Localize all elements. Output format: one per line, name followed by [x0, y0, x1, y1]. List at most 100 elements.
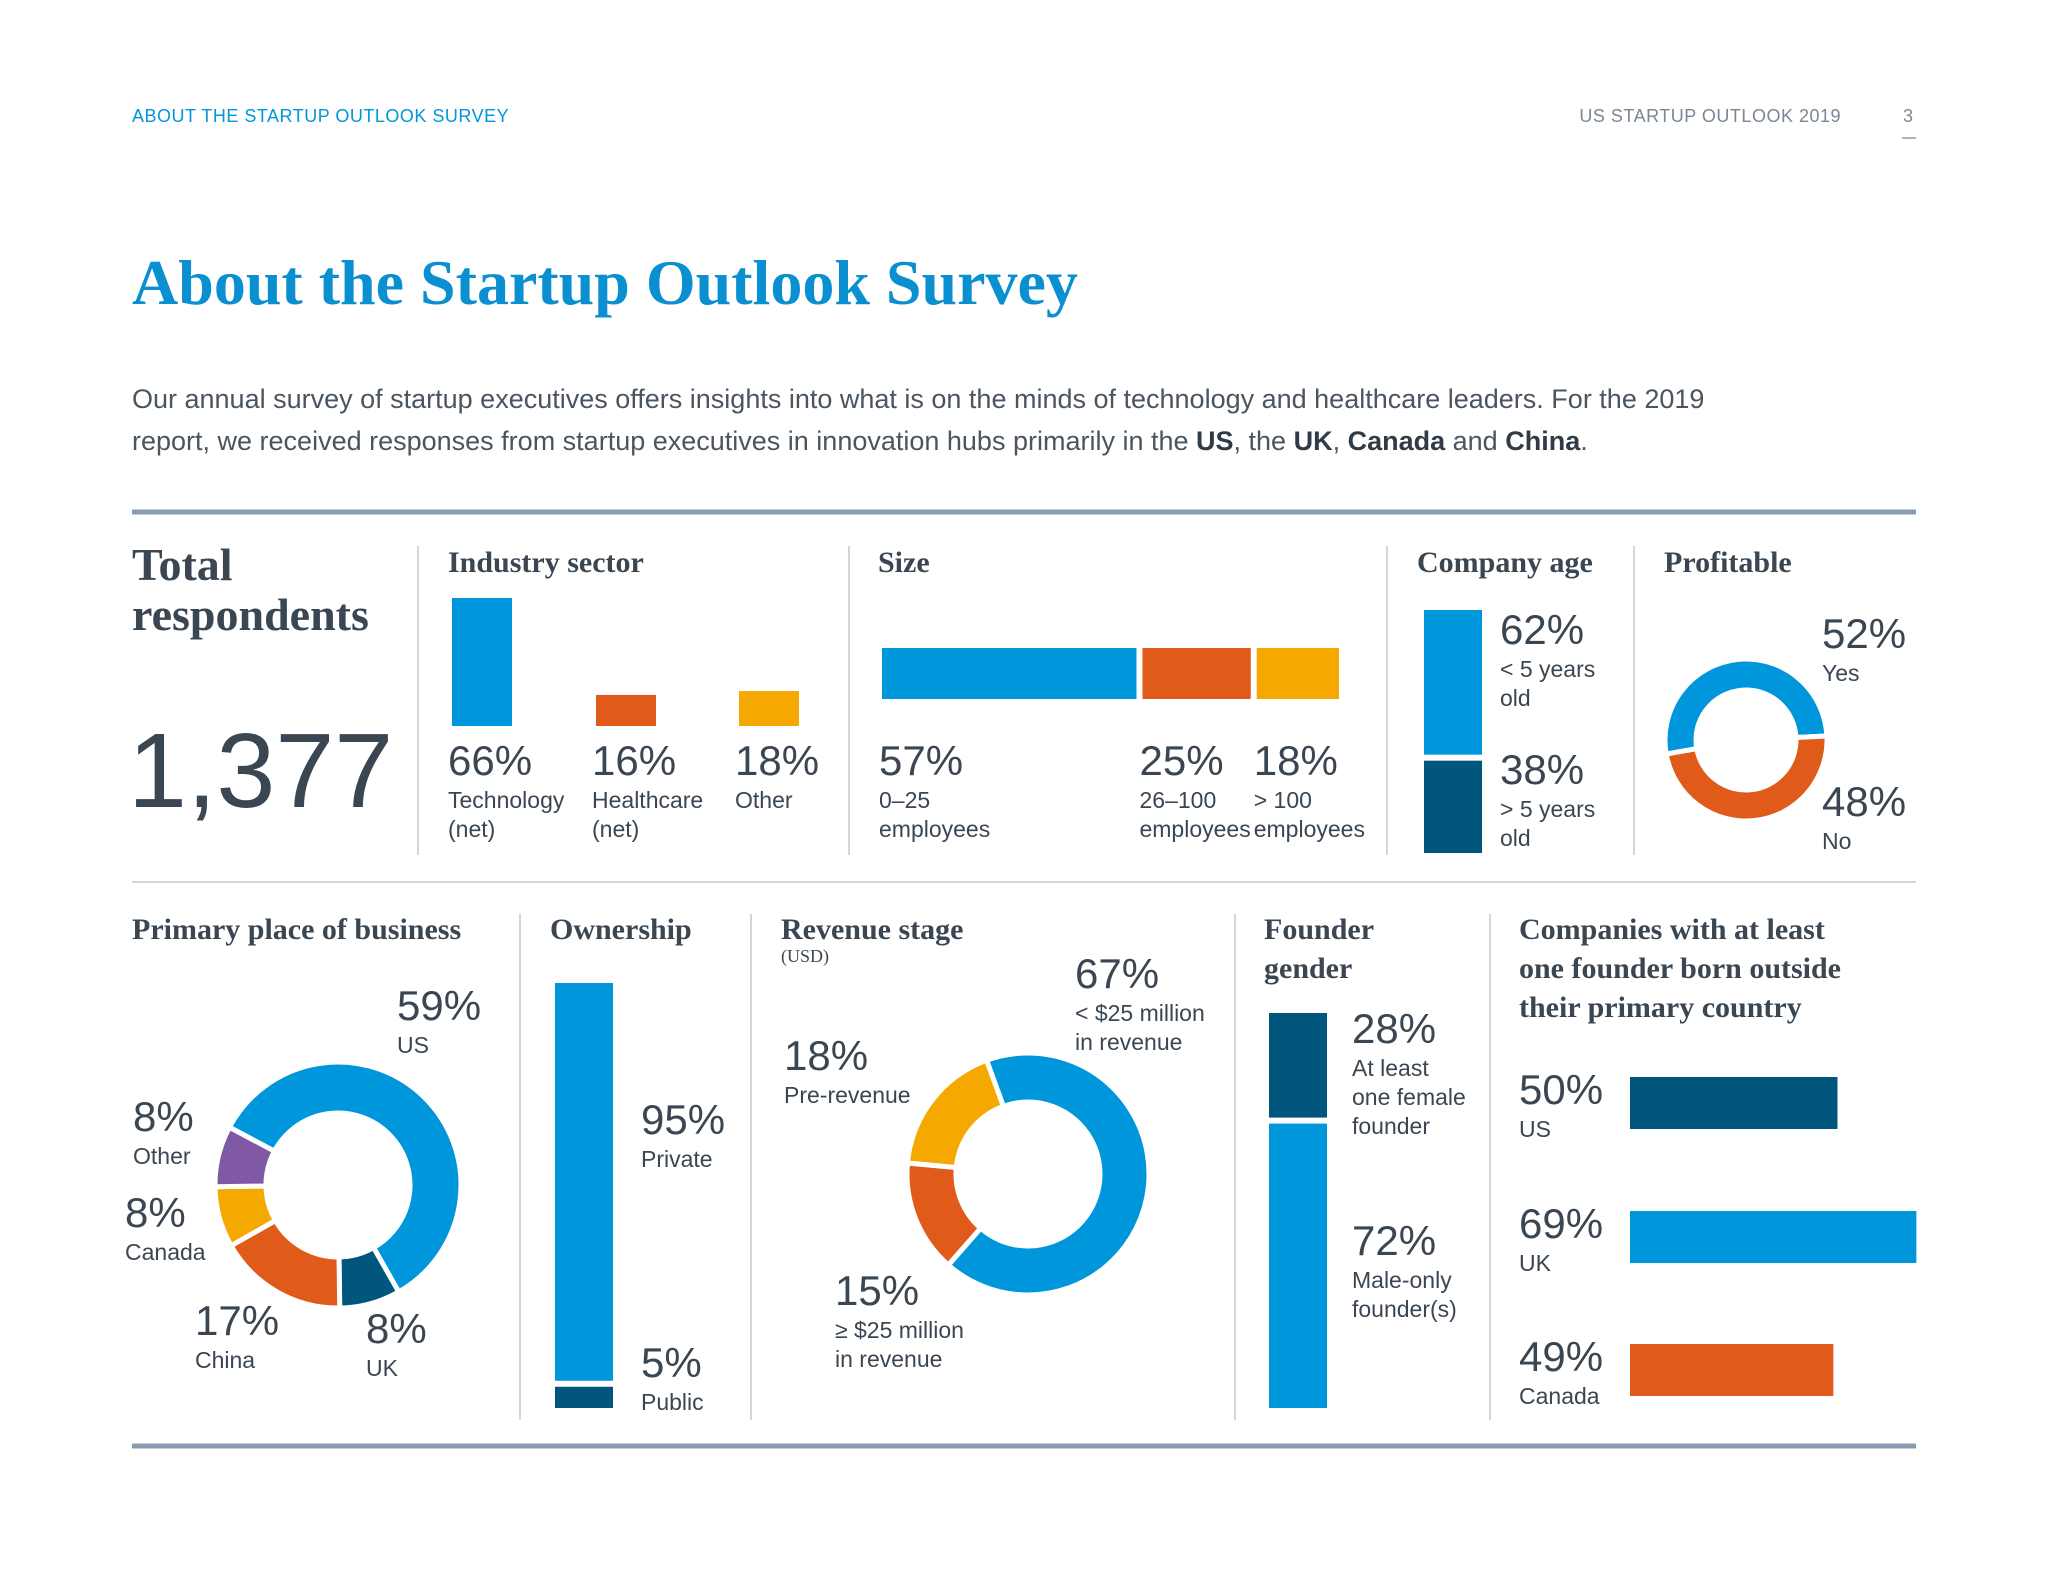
- category-label: Yes: [1822, 660, 1860, 686]
- value-label: 72%: [1352, 1217, 1437, 1264]
- chart-title: Companies with at least one founder born…: [1519, 913, 1842, 1024]
- value-label: 67%: [1075, 950, 1160, 997]
- category-label: No: [1822, 828, 1852, 854]
- bar-segment: [1269, 1123, 1327, 1408]
- value-label: 95%: [641, 1096, 726, 1143]
- donut-slice: [1662, 656, 1830, 757]
- value-label: 18%: [1253, 737, 1338, 784]
- total-title: Total respondents: [132, 539, 369, 640]
- total-value: 1,377: [128, 712, 394, 830]
- value-label: 5%: [641, 1339, 702, 1386]
- intro-text: .: [1580, 426, 1588, 456]
- category-label: Canada: [125, 1239, 206, 1265]
- chart-title: Ownership: [550, 913, 692, 946]
- value-label: 62%: [1500, 606, 1585, 653]
- value-label: 17%: [195, 1297, 280, 1344]
- bar-segment: [1424, 610, 1482, 755]
- chart-title: Founder gender: [1264, 913, 1374, 985]
- bar: [739, 691, 799, 726]
- category-label: Pre-revenue: [784, 1082, 911, 1108]
- value-label: 59%: [397, 982, 482, 1029]
- bar: [1630, 1077, 1838, 1129]
- header-left: ABOUT THE STARTUP OUTLOOK SURVEY: [132, 106, 510, 126]
- value-label: 8%: [125, 1189, 186, 1236]
- chart-title: Revenue stage: [781, 913, 964, 946]
- value-label: 49%: [1519, 1333, 1604, 1380]
- donut-slice: [1663, 733, 1830, 824]
- intro-text: Canada: [1347, 426, 1446, 456]
- donut-slice: [944, 1050, 1152, 1298]
- bar: [1630, 1344, 1834, 1396]
- value-label: 25%: [1139, 737, 1224, 784]
- value-label: 28%: [1352, 1005, 1437, 1052]
- value-label: 57%: [879, 737, 964, 784]
- donut-slice: [212, 1123, 278, 1190]
- category-label: At least one female founder: [1352, 1055, 1466, 1139]
- intro-text: US: [1196, 426, 1234, 456]
- value-label: 8%: [133, 1093, 194, 1140]
- value-label: 16%: [592, 737, 677, 784]
- intro-text: and: [1445, 426, 1506, 456]
- intro-text: UK: [1293, 426, 1333, 456]
- value-label: 48%: [1822, 778, 1907, 825]
- bar: [1630, 1211, 1917, 1263]
- value-label: 15%: [835, 1267, 920, 1314]
- category-label: Healthcare (net): [592, 787, 704, 842]
- category-label: US: [397, 1032, 429, 1058]
- intro-text: ,: [1332, 426, 1348, 456]
- bar-segment: [555, 983, 613, 1381]
- category-label: Public: [641, 1389, 704, 1415]
- category-label: Male-only founder(s): [1352, 1267, 1457, 1322]
- bar-segment: [1256, 648, 1339, 699]
- donut-slice: [904, 1057, 1007, 1171]
- value-label: 38%: [1500, 746, 1585, 793]
- category-label: < $25 million in revenue: [1075, 1000, 1205, 1055]
- value-label: 66%: [448, 737, 533, 784]
- category-label: < 5 years old: [1500, 656, 1596, 711]
- category-label: US: [1519, 1116, 1551, 1142]
- chart-subtitle: (USD): [781, 946, 829, 966]
- intro: Our annual survey of startup executives …: [132, 378, 1742, 462]
- value-label: 69%: [1519, 1200, 1604, 1247]
- category-label: UK: [366, 1355, 398, 1381]
- intro-text: China: [1505, 426, 1581, 456]
- chart-title: Industry sector: [448, 546, 644, 579]
- bar-segment: [555, 1386, 613, 1408]
- chart-title: Profitable: [1664, 546, 1792, 579]
- header-right: US STARTUP OUTLOOK 2019: [1579, 106, 1841, 126]
- chart-title: Company age: [1417, 546, 1593, 579]
- category-label: 0–25 employees: [879, 787, 991, 842]
- page-title: About the Startup Outlook Survey: [132, 247, 1078, 318]
- category-label: 26–100 employees: [1139, 787, 1251, 842]
- bar-segment: [1269, 1013, 1327, 1118]
- intro-text: , the: [1233, 426, 1294, 456]
- value-label: 18%: [735, 737, 820, 784]
- intro-text: Our annual survey of startup executives …: [132, 384, 1705, 456]
- bar-segment: [882, 648, 1137, 699]
- bar: [596, 694, 656, 726]
- bar: [452, 597, 512, 726]
- category-label: Canada: [1519, 1383, 1600, 1409]
- chart-title: Primary place of business: [132, 913, 462, 946]
- value-label: 50%: [1519, 1066, 1604, 1113]
- value-label: 8%: [366, 1305, 427, 1352]
- page-number: 3: [1903, 106, 1914, 126]
- category-label: > 100 employees: [1253, 787, 1365, 842]
- category-label: ≥ $25 million in revenue: [835, 1317, 964, 1372]
- category-label: China: [195, 1347, 256, 1373]
- donut-slice: [226, 1059, 464, 1296]
- category-label: Private: [641, 1146, 713, 1172]
- category-label: > 5 years old: [1500, 796, 1596, 851]
- chart-title: Size: [878, 546, 930, 579]
- category-label: Technology (net): [448, 787, 565, 842]
- value-label: 18%: [784, 1032, 869, 1079]
- bar-segment: [1424, 760, 1482, 853]
- dividers: [417, 546, 1635, 1420]
- category-label: UK: [1519, 1250, 1551, 1276]
- category-label: Other: [133, 1143, 191, 1169]
- value-label: 52%: [1822, 610, 1907, 657]
- category-label: Other: [735, 787, 793, 813]
- bar-segment: [1142, 648, 1251, 699]
